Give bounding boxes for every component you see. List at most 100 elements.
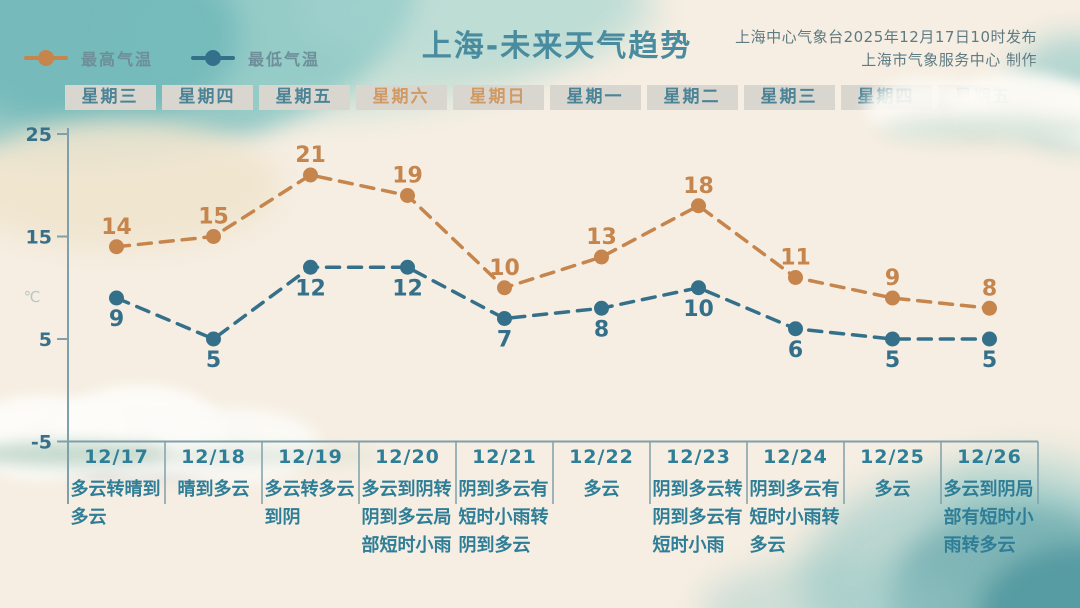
temp-label-high: 8 [982, 276, 997, 301]
date-label: 12/17 [84, 446, 149, 468]
weekday-label: 星期一 [566, 87, 624, 107]
data-point-low [109, 290, 124, 306]
data-point-low [691, 280, 706, 296]
date-label: 12/21 [472, 446, 537, 468]
weekday-label: 星期四 [178, 87, 236, 107]
temp-label-low: 12 [295, 276, 326, 301]
date-label: 12/23 [666, 446, 731, 468]
weekday-box: 星期四 [161, 85, 253, 110]
forecast-column: 12/17 多云转晴到多云 [68, 446, 165, 532]
temp-label-low: 5 [206, 348, 221, 373]
weather-wrap: 多云转多云到阴 [262, 476, 359, 532]
weather-wrap: 多云到阴转阴到多云局部短时小雨 [359, 476, 456, 560]
weather-wrap: 多云 [844, 476, 941, 504]
temp-label-high: 9 [885, 266, 900, 291]
weekday-label: 星期三 [760, 87, 818, 107]
temp-label-low: 5 [885, 348, 900, 373]
date-label: 12/18 [181, 446, 246, 468]
low-temp-legend-marker-icon [191, 50, 236, 66]
weekday-box: 星期六 [355, 85, 447, 110]
forecast-column: 12/18 晴到多云 [165, 446, 262, 504]
forecast-column: 12/20 多云到阴转阴到多云局部短时小雨 [359, 446, 456, 560]
forecast-column: 12/19 多云转多云到阴 [262, 446, 359, 532]
data-point-low [303, 259, 318, 275]
weather-wrap: 阴到多云有短时小雨转阴到多云 [456, 476, 553, 560]
temp-label-high: 15 [198, 205, 229, 230]
legend-item-high: 最高气温 [24, 46, 153, 70]
date-label: 12/25 [860, 446, 925, 468]
date-label: 12/19 [278, 446, 343, 468]
date-label: 12/24 [763, 446, 828, 468]
temp-label-low: 7 [497, 328, 512, 353]
chart-legend: 最高气温 最低气温 [24, 46, 320, 70]
weekday-box: 星期五 [258, 85, 350, 110]
date-label: 12/26 [957, 446, 1022, 468]
temp-label-high: 13 [586, 225, 617, 250]
temp-label-low: 9 [109, 307, 124, 332]
weekday-label: 星期日 [469, 87, 527, 107]
data-point-high [497, 280, 512, 296]
data-point-high [691, 198, 706, 214]
data-point-high [885, 290, 900, 306]
legend-item-low: 最低气温 [191, 46, 320, 70]
temp-label-high: 19 [392, 164, 423, 189]
weekday-box: 星期日 [452, 85, 544, 110]
data-point-high [400, 188, 415, 203]
y-tick-label: 15 [26, 227, 52, 249]
legend-dot [205, 50, 222, 66]
y-tick-label: 5 [39, 329, 52, 351]
weather-wrap: 晴到多云 [165, 476, 262, 504]
page-title: 上海-未来天气趋势 [421, 29, 693, 64]
weather-wrap: 多云 [553, 476, 650, 504]
weekday-box: 星期一 [549, 85, 641, 110]
forecast-column: 12/25 多云 [844, 446, 941, 504]
weekday-label: 星期三 [81, 87, 139, 107]
weather-wrap: 多云到阴局部有短时小雨转多云 [941, 476, 1038, 560]
forecast-column: 12/24 阴到多云有短时小雨转多云 [747, 446, 844, 560]
data-point-high [982, 300, 997, 316]
weather-text: 多云转多云到阴 [264, 479, 355, 528]
data-point-low [497, 311, 512, 326]
source-line-2: 上海市气象服务中心 制作 [861, 51, 1037, 69]
temp-label-high: 10 [489, 256, 520, 281]
weather-text: 多云到阴局部有短时小雨转多云 [943, 479, 1034, 556]
series-line-low [114, 265, 992, 341]
weather-text: 多云到阴转阴到多云局部短时小雨 [361, 479, 452, 556]
data-point-low [206, 331, 221, 347]
weekday-box: 星期二 [646, 85, 738, 110]
weather-text: 阴到多云有短时小雨转多云 [749, 479, 840, 556]
legend-label-high: 最高气温 [81, 50, 154, 69]
weekday-box: 星期三 [743, 85, 835, 110]
weather-text: 阴到多云有短时小雨转阴到多云 [458, 479, 549, 556]
weekday-label: 星期六 [372, 87, 430, 107]
legend-dot [38, 50, 54, 66]
legend-label-low: 最低气温 [248, 50, 321, 69]
forecast-column: 12/22 多云 [553, 446, 650, 504]
weekday-box: 星期三 [64, 85, 156, 110]
temp-label-high: 18 [683, 174, 714, 199]
weather-wrap: 阴到多云转阴到多云有短时小雨 [650, 476, 747, 560]
data-point-low [885, 331, 900, 347]
weather-text: 多云 [874, 479, 911, 500]
y-tick-label: 25 [26, 124, 52, 146]
temp-label-low: 6 [788, 338, 803, 363]
weather-wrap: 多云转晴到多云 [68, 476, 165, 532]
source-line-1: 上海中心气象台2025年12月17日10时发布 [735, 28, 1037, 46]
forecast-column: 12/21 阴到多云有短时小雨转阴到多云 [456, 446, 553, 560]
temp-label-low: 12 [392, 276, 423, 301]
date-label: 12/22 [569, 446, 634, 468]
weekday-label: 星期五 [275, 87, 333, 107]
data-point-high [206, 229, 221, 244]
data-point-high [788, 270, 803, 285]
date-label: 12/20 [375, 446, 440, 468]
data-point-low [400, 259, 415, 275]
data-point-high [109, 239, 124, 255]
weather-text: 晴到多云 [177, 479, 250, 500]
weather-text: 多云转晴到多云 [70, 479, 161, 528]
data-point-low [594, 300, 609, 316]
y-tick-label: -5 [31, 432, 52, 454]
temp-label-high: 14 [101, 215, 132, 240]
temp-label-low: 5 [982, 348, 997, 373]
